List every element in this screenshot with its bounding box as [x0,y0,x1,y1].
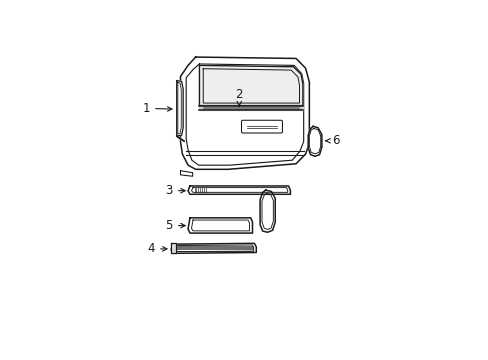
Polygon shape [199,107,302,110]
Polygon shape [171,243,175,253]
Polygon shape [180,57,309,169]
Text: 3: 3 [165,184,185,197]
Text: 5: 5 [165,219,185,232]
Polygon shape [188,186,290,194]
Polygon shape [260,190,275,232]
Polygon shape [180,171,192,176]
FancyBboxPatch shape [241,120,282,133]
Text: 4: 4 [147,242,167,255]
Polygon shape [176,81,183,136]
Polygon shape [307,126,321,156]
Polygon shape [171,243,256,253]
Polygon shape [188,218,252,233]
Text: 2: 2 [235,88,243,107]
Text: 1: 1 [142,102,172,115]
Polygon shape [176,136,184,141]
Polygon shape [199,66,302,105]
Text: 6: 6 [325,134,339,147]
